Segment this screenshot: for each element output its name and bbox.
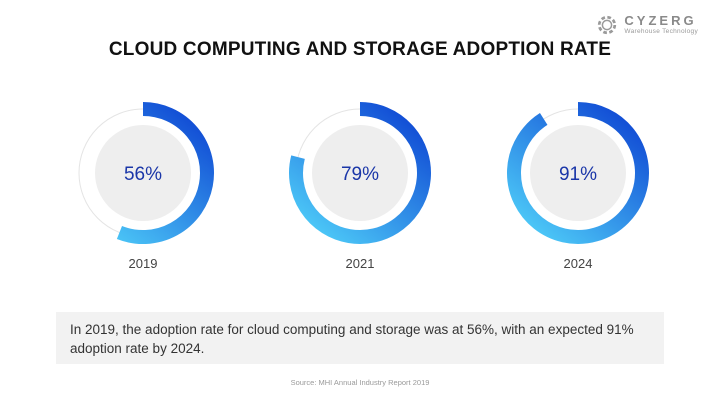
donut-value-label: 79% xyxy=(341,164,379,185)
donut-year-label: 2019 xyxy=(129,256,158,271)
donut-center xyxy=(312,125,408,221)
donut-center xyxy=(95,125,191,221)
gear-icon xyxy=(598,15,617,35)
donut-arc-2019 xyxy=(116,102,214,244)
chart-title: CLOUD COMPUTING AND STORAGE ADOPTION RAT… xyxy=(108,39,612,60)
donut-value-label: 56% xyxy=(124,164,162,185)
donut-year-label: 2024 xyxy=(564,256,593,271)
source-note: Source: MHI Annual Industry Report 2019 xyxy=(290,378,430,387)
donut-center xyxy=(530,125,626,221)
donut-arc-2024 xyxy=(507,102,649,244)
brand-name: CYZERG xyxy=(624,13,697,29)
info-box: In 2019, the adoption rate for cloud com… xyxy=(56,312,664,364)
donut-year-label: 2021 xyxy=(346,256,375,271)
brand-tagline: Warehouse Technology xyxy=(624,28,698,36)
donut-value-label: 91% xyxy=(559,164,597,185)
description-text: In 2019, the adoption rate for cloud com… xyxy=(70,322,634,356)
brand-logo: CYZERG Warehouse Technology xyxy=(596,14,698,36)
donut-arc-2021 xyxy=(289,102,431,244)
